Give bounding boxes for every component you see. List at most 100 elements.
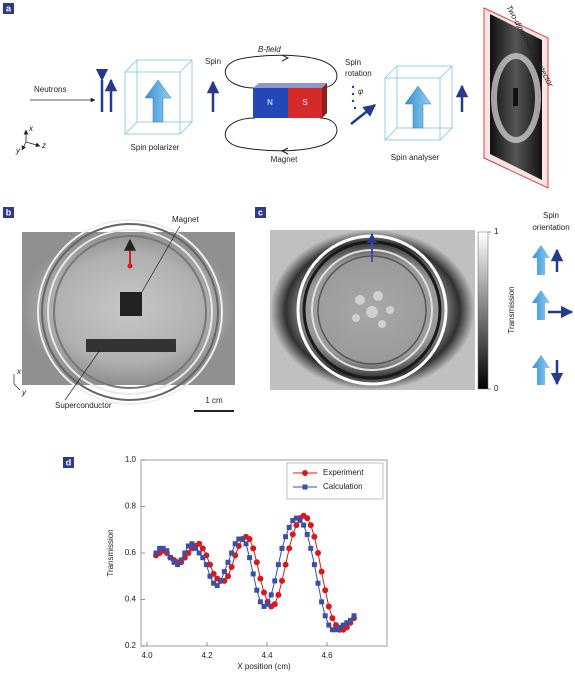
data-point (221, 569, 227, 575)
colorbar (477, 231, 489, 390)
panel-d: d Transmission X position (cm) 0.2 0.4 0.6… (63, 455, 388, 671)
orientation-label: orientation (532, 223, 569, 232)
spin-rotation-line: Spin (345, 58, 361, 67)
data-point (171, 559, 177, 565)
legend-label: Experiment (323, 468, 364, 477)
spin-label: Spin (205, 57, 221, 66)
magnet-label: Magnet (271, 155, 298, 164)
data-point (167, 555, 173, 561)
data-point (315, 550, 321, 556)
data-point (311, 562, 317, 568)
pointer (138, 225, 181, 298)
data-point (297, 517, 303, 523)
spin-icon (532, 245, 564, 275)
y-tick-label: 0.6 (125, 548, 137, 557)
data-point (311, 533, 318, 540)
colorbar-tick-label: 1 (494, 227, 499, 236)
data-point (247, 555, 253, 561)
data-point (271, 601, 278, 608)
data-point (257, 575, 264, 582)
legend-box (286, 462, 384, 500)
data-point (279, 577, 285, 584)
spin-analyser-label: Spin analyser (391, 153, 440, 162)
data-point (218, 578, 224, 584)
data-point (203, 562, 209, 568)
detector (483, 7, 549, 189)
south-pole: S (302, 98, 307, 107)
data-point (250, 571, 256, 577)
data-point (282, 561, 289, 568)
y-tick-label: 0.8 (125, 502, 137, 511)
data-point (254, 587, 260, 593)
data-point (196, 540, 203, 547)
data-point (329, 627, 335, 633)
data-point (185, 543, 191, 549)
data-point (232, 541, 238, 547)
data-point (193, 545, 199, 551)
data-point (189, 541, 195, 547)
x-tick-label: 4.0 (141, 651, 153, 660)
spin-rotation-line: rotation (345, 69, 372, 78)
north-pole: N (267, 98, 273, 107)
colorbar-tick-label: 0 (494, 384, 499, 393)
magnet-label: Magnet (172, 215, 199, 224)
data-point (333, 627, 339, 633)
phi-label: φ (358, 87, 363, 96)
data-point (319, 599, 325, 605)
x-tick-label: 4.2 (201, 651, 213, 660)
data-point (286, 545, 293, 552)
superconductor-image (86, 339, 176, 352)
analyser-cube (384, 65, 453, 141)
spin-dot (127, 263, 133, 269)
data-point (261, 603, 267, 609)
data-point (261, 589, 267, 596)
data-point (308, 545, 314, 551)
data-point (329, 615, 336, 622)
orientation-label: Spin (543, 211, 559, 220)
data-point (279, 545, 285, 551)
axis-label: y (15, 146, 21, 155)
data-point (178, 557, 184, 563)
axis-label: y (21, 388, 27, 397)
data-point (175, 562, 181, 568)
panel-label-box (3, 3, 14, 14)
axis-label: x (16, 367, 22, 376)
panel-c: c Transmission Spin orientation 1 0 (255, 207, 574, 393)
data-point (304, 531, 310, 537)
rotated-spin-arrow (350, 104, 376, 125)
spin-polarizer-label: Spin polarizer (131, 143, 180, 152)
spin-icon (532, 290, 574, 320)
spin-icon (532, 355, 564, 386)
data-point (157, 545, 163, 551)
data-point (160, 545, 166, 551)
panel-label: d (66, 457, 72, 467)
data-point (290, 517, 296, 523)
data-point (293, 522, 300, 529)
data-point (250, 545, 257, 552)
data-point (318, 568, 325, 575)
panel-b: b Magnet Superconductor 1 cm x y (3, 207, 235, 412)
data-point (322, 613, 328, 619)
data-point (257, 599, 263, 605)
axis-label: z (41, 141, 46, 150)
data-point (340, 622, 346, 628)
data-point (153, 550, 159, 556)
data-point (200, 555, 206, 561)
y-tick-label: 0.4 (125, 595, 137, 604)
data-point (326, 622, 332, 628)
texture (352, 291, 394, 328)
data-point (236, 536, 242, 542)
data-point (243, 541, 249, 547)
axis-icon (13, 383, 21, 391)
scale-label: 1 cm (205, 396, 223, 405)
neutrons-label: Neutrons (34, 85, 66, 94)
panel-a: a Neutrons Spin polarizer Spin N S B-fie… (3, 3, 555, 189)
pointer (64, 349, 101, 401)
data-point (265, 601, 271, 607)
magnet-image (120, 292, 142, 316)
data-point (268, 592, 274, 598)
data-point (229, 550, 235, 556)
data-point (293, 515, 299, 521)
data-point (228, 563, 235, 570)
data-point (325, 603, 332, 610)
